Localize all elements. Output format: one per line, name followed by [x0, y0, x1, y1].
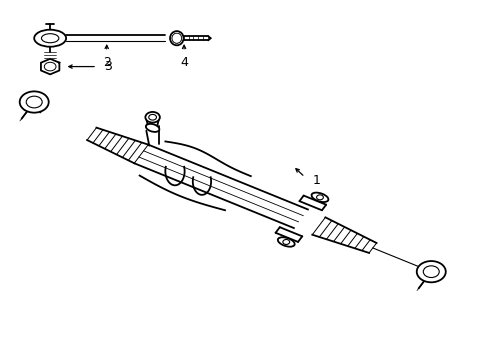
Text: 2: 2: [102, 56, 110, 69]
Ellipse shape: [172, 33, 181, 43]
Text: 3: 3: [104, 60, 112, 73]
Circle shape: [416, 261, 445, 282]
Ellipse shape: [34, 30, 66, 47]
Polygon shape: [41, 59, 59, 75]
Text: 4: 4: [180, 56, 187, 69]
Circle shape: [20, 91, 49, 113]
Circle shape: [26, 96, 42, 108]
Circle shape: [316, 195, 323, 200]
Ellipse shape: [172, 33, 181, 43]
Circle shape: [282, 239, 289, 244]
Ellipse shape: [277, 237, 294, 247]
Ellipse shape: [172, 33, 181, 43]
Circle shape: [44, 62, 56, 71]
Circle shape: [148, 114, 156, 120]
Ellipse shape: [41, 34, 59, 43]
Ellipse shape: [311, 193, 328, 202]
Circle shape: [423, 266, 438, 278]
Ellipse shape: [145, 124, 159, 132]
Ellipse shape: [170, 31, 183, 45]
Text: 1: 1: [311, 174, 320, 186]
Circle shape: [145, 112, 160, 122]
